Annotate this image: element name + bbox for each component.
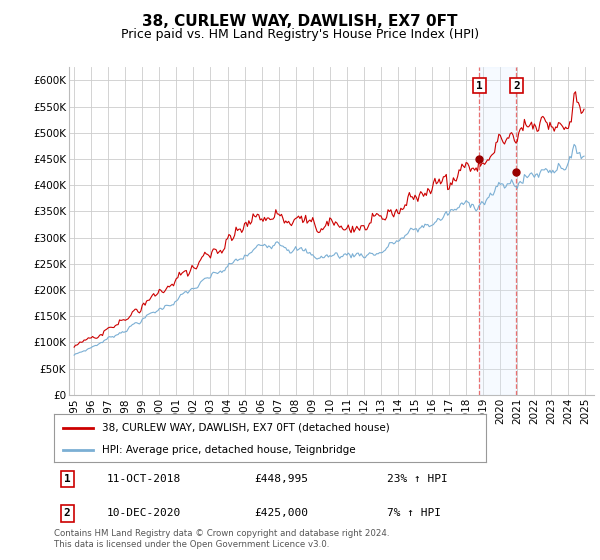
Text: 38, CURLEW WAY, DAWLISH, EX7 0FT (detached house): 38, CURLEW WAY, DAWLISH, EX7 0FT (detach… <box>101 423 389 433</box>
Text: 23% ↑ HPI: 23% ↑ HPI <box>386 474 448 484</box>
Text: 11-OCT-2018: 11-OCT-2018 <box>107 474 181 484</box>
Bar <box>479 67 517 395</box>
Text: 10-DEC-2020: 10-DEC-2020 <box>107 508 181 519</box>
Text: 1: 1 <box>64 474 71 484</box>
Text: 1: 1 <box>476 81 483 91</box>
Text: 2: 2 <box>513 81 520 91</box>
Text: 7% ↑ HPI: 7% ↑ HPI <box>386 508 440 519</box>
Text: HPI: Average price, detached house, Teignbridge: HPI: Average price, detached house, Teig… <box>101 445 355 455</box>
Text: Price paid vs. HM Land Registry's House Price Index (HPI): Price paid vs. HM Land Registry's House … <box>121 28 479 41</box>
Text: 2: 2 <box>64 508 71 519</box>
Text: Contains HM Land Registry data © Crown copyright and database right 2024.
This d: Contains HM Land Registry data © Crown c… <box>54 529 389 549</box>
Text: 38, CURLEW WAY, DAWLISH, EX7 0FT: 38, CURLEW WAY, DAWLISH, EX7 0FT <box>142 14 458 29</box>
Text: £448,995: £448,995 <box>254 474 308 484</box>
Text: £425,000: £425,000 <box>254 508 308 519</box>
